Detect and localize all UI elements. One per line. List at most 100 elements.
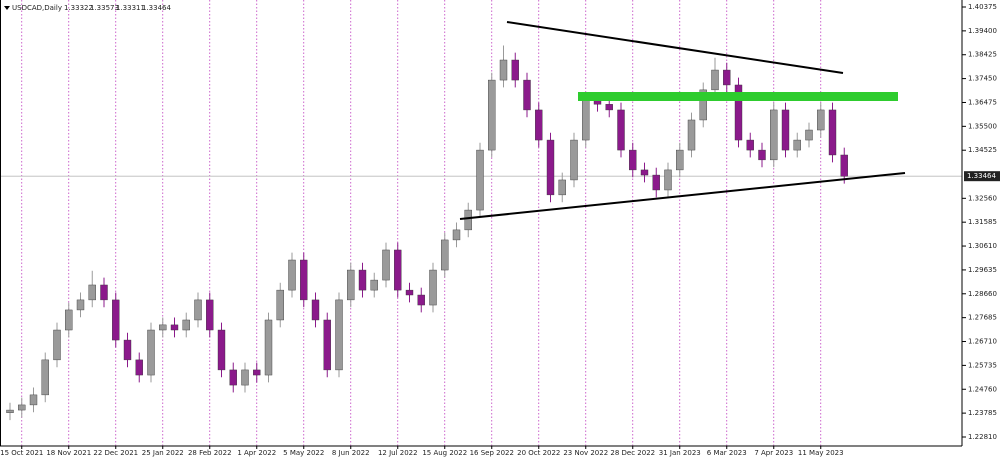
candle-body bbox=[535, 109, 543, 141]
candle-body bbox=[264, 319, 273, 376]
candle-body bbox=[53, 329, 61, 361]
candle-body bbox=[382, 249, 390, 281]
y-tick-label: 1.22810 bbox=[968, 433, 997, 441]
y-tick-label: 1.39400 bbox=[968, 27, 997, 35]
menu-arrow bbox=[4, 6, 10, 10]
header-open: 1.33322 bbox=[64, 4, 93, 12]
y-tick-label: 1.36475 bbox=[968, 98, 997, 106]
x-tick-label: 23 Nov 2022 bbox=[563, 449, 608, 457]
candle-body bbox=[640, 169, 649, 176]
candle-body bbox=[758, 149, 766, 161]
candle-body bbox=[464, 209, 472, 231]
candle-body bbox=[570, 139, 578, 181]
candle-body bbox=[112, 299, 120, 341]
upper-trendline bbox=[506, 21, 844, 74]
candle-body bbox=[499, 59, 508, 81]
candle-body bbox=[746, 139, 754, 151]
candle-body bbox=[159, 324, 167, 331]
axes: 1.40375 1.39400 1.38425 1.37450 1.36475 1.355… bbox=[0, 3, 1000, 457]
header: USDCAD,Daily 1.33322 1.33573 1.33311 1.3… bbox=[4, 4, 171, 12]
y-tick-label: 1.28660 bbox=[968, 290, 997, 298]
candle-body bbox=[629, 149, 637, 171]
resistance-zone bbox=[578, 92, 898, 101]
candle-body bbox=[182, 319, 190, 331]
candle-body bbox=[546, 139, 555, 196]
candle-body bbox=[311, 299, 320, 321]
last-price-box bbox=[964, 171, 1000, 182]
x-tick-label: 16 Sep 2022 bbox=[470, 449, 514, 457]
candle-body bbox=[664, 169, 672, 191]
candle-body bbox=[194, 299, 202, 321]
x-tick-label: 15 Aug 2022 bbox=[422, 449, 467, 457]
candles bbox=[6, 45, 848, 421]
x-tick-label: 1 Apr 2022 bbox=[237, 449, 276, 457]
candle-body bbox=[523, 79, 531, 111]
candle-body bbox=[828, 109, 837, 156]
x-tick-label: 22 Dec 2021 bbox=[93, 449, 138, 457]
x-tick-label: 20 Oct 2022 bbox=[517, 449, 560, 457]
lower-trendline bbox=[459, 172, 906, 220]
x-tick-label: 12 Jul 2022 bbox=[378, 449, 418, 457]
x-tick-label: 11 May 2023 bbox=[798, 449, 844, 457]
annotations bbox=[459, 21, 906, 220]
x-tick-label: 6 Mar 2023 bbox=[707, 449, 747, 457]
x-tick-label: 8 Jun 2022 bbox=[332, 449, 370, 457]
candle-body bbox=[65, 309, 73, 331]
candle-body bbox=[253, 369, 261, 376]
header-low: 1.33311 bbox=[116, 4, 145, 12]
candle-body bbox=[147, 329, 155, 376]
candle-body bbox=[241, 369, 249, 386]
candle-body bbox=[511, 59, 519, 81]
candle-body bbox=[417, 294, 425, 306]
candle-body bbox=[335, 299, 343, 371]
candle-body bbox=[723, 69, 731, 86]
candle-body bbox=[582, 99, 590, 141]
y-tick-label: 1.32560 bbox=[968, 194, 997, 202]
candle-body bbox=[452, 229, 461, 241]
y-tick-label: 1.31585 bbox=[968, 218, 997, 226]
y-tick-label: 1.26710 bbox=[968, 338, 997, 346]
candle-body bbox=[76, 299, 85, 311]
y-tick-label: 1.27685 bbox=[968, 314, 997, 322]
candle-body bbox=[687, 119, 696, 151]
x-tick-label: 15 Oct 2021 bbox=[0, 449, 43, 457]
candle-body bbox=[781, 109, 790, 151]
y-tick-label: 1.38425 bbox=[968, 51, 997, 59]
candle-body bbox=[41, 359, 49, 396]
candle-body bbox=[29, 394, 38, 406]
candle-body bbox=[123, 339, 132, 361]
y-tick-label: 1.25735 bbox=[968, 361, 997, 369]
candle-body bbox=[734, 84, 743, 141]
candle-body bbox=[605, 104, 613, 111]
candle-body bbox=[18, 404, 26, 411]
candle-body bbox=[135, 359, 143, 376]
candle-body bbox=[206, 299, 214, 331]
candle-body bbox=[170, 324, 179, 331]
candle-body bbox=[405, 289, 414, 296]
symbol: USDCAD,Daily bbox=[12, 4, 62, 12]
candle-body bbox=[394, 249, 402, 291]
y-tick-label: 1.37450 bbox=[968, 75, 997, 83]
candle-body bbox=[488, 79, 496, 151]
grid bbox=[0, 0, 962, 446]
y-tick-label: 1.30610 bbox=[968, 242, 997, 250]
y-tick-label: 1.29635 bbox=[968, 266, 997, 274]
x-tick-label: 28 Dec 2022 bbox=[610, 449, 655, 457]
candle-body bbox=[288, 259, 296, 291]
candle-body bbox=[558, 179, 566, 196]
candle-body bbox=[370, 279, 378, 291]
candle-body bbox=[229, 369, 237, 386]
y-tick-label: 1.34525 bbox=[968, 146, 997, 154]
candle-body bbox=[6, 409, 14, 413]
candle-body bbox=[676, 149, 684, 171]
candle-body bbox=[476, 149, 484, 211]
candle-body bbox=[817, 109, 825, 131]
y-tick-label: 1.23785 bbox=[968, 409, 997, 417]
last-price-label: 1.33464 bbox=[967, 172, 996, 180]
x-tick-label: 7 Apr 2023 bbox=[754, 449, 793, 457]
x-tick-label: 28 Feb 2022 bbox=[188, 449, 232, 457]
x-tick-label: 5 May 2022 bbox=[283, 449, 324, 457]
y-tick-label: 1.24760 bbox=[968, 385, 997, 393]
candle-body bbox=[617, 109, 625, 151]
